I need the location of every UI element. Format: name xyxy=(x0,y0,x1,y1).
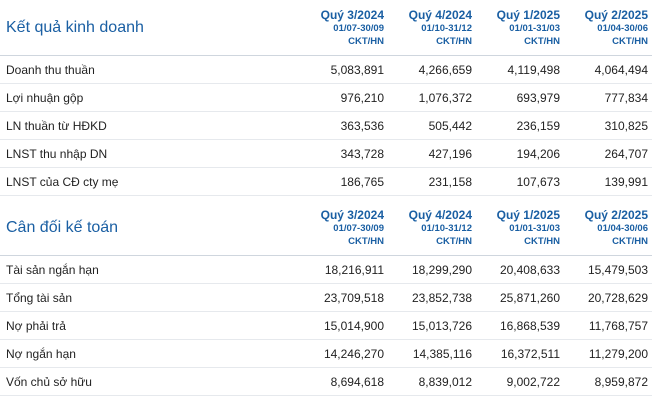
table-cell-value: 107,673 xyxy=(516,174,560,189)
table-cell-value: 14,246,270 xyxy=(323,346,384,361)
section-title: Kết quả kinh doanh xyxy=(6,18,144,36)
table-cell-value: 186,765 xyxy=(340,174,384,189)
table-cell-value: 4,064,494 xyxy=(594,62,648,77)
column-range: 01/04-30/06 xyxy=(597,23,648,34)
column-range: 01/04-30/06 xyxy=(597,223,648,234)
table-cell-value: 236,159 xyxy=(516,118,560,133)
column-header[interactable]: Quý 4/2024 01/10-31/12 CKT/HN xyxy=(388,0,476,55)
table-row: Lợi nhuận gộp 976,210 1,076,372 693,979 777,… xyxy=(0,84,652,112)
table-row: LN thuần từ HĐKD 363,536 505,442 236,159 310… xyxy=(0,112,652,140)
column-range: 01/01-31/03 xyxy=(509,223,560,234)
table-cell-value: 23,852,738 xyxy=(411,290,472,305)
column-unit: CKT/HN xyxy=(348,36,384,47)
table-cell-value: 427,196 xyxy=(428,146,472,161)
table-cell-value: 15,014,900 xyxy=(323,318,384,333)
column-quarter: Quý 3/2024 xyxy=(320,8,384,22)
column-range: 01/07-30/09 xyxy=(333,223,384,234)
table-cell-value: 8,839,012 xyxy=(418,374,472,389)
column-header[interactable]: Quý 3/2024 01/07-30/09 CKT/HN xyxy=(300,200,388,255)
row-label: LNST của CĐ cty mẹ xyxy=(6,174,119,189)
table-cell-value: 23,709,518 xyxy=(323,290,384,305)
column-unit: CKT/HN xyxy=(524,36,560,47)
row-label: Vốn chủ sở hữu xyxy=(6,374,92,389)
table-row: Tổng tài sản 23,709,518 23,852,738 25,871,2… xyxy=(0,284,652,312)
column-header[interactable]: Quý 1/2025 01/01-31/03 CKT/HN xyxy=(476,200,564,255)
column-quarter: Quý 4/2024 xyxy=(408,208,472,222)
table-cell-value: 25,871,260 xyxy=(499,290,560,305)
column-unit: CKT/HN xyxy=(348,236,384,247)
column-quarter: Quý 2/2025 xyxy=(584,208,648,222)
table-cell-value: 1,076,372 xyxy=(418,90,472,105)
table-cell-value: 16,372,511 xyxy=(500,346,560,361)
row-label: Tổng tài sản xyxy=(6,290,73,305)
table-cell-value: 14,385,116 xyxy=(412,346,472,361)
column-quarter: Quý 4/2024 xyxy=(408,8,472,22)
table-cell-value: 693,979 xyxy=(516,90,560,105)
section-title: Cân đối kế toán xyxy=(6,218,119,236)
table-cell-value: 139,991 xyxy=(604,174,648,189)
section-header: Kết quả kinh doanh Quý 3/2024 01/07-30/09 C… xyxy=(0,0,652,56)
row-label: Doanh thu thuần xyxy=(6,62,95,77)
column-unit: CKT/HN xyxy=(524,236,560,247)
table-cell-value: 976,210 xyxy=(340,90,384,105)
column-header[interactable]: Quý 2/2025 01/04-30/06 CKT/HN xyxy=(564,0,652,55)
column-header[interactable]: Quý 1/2025 01/01-31/03 CKT/HN xyxy=(476,0,564,55)
table-cell-value: 11,768,757 xyxy=(588,318,648,333)
column-range: 01/07-30/09 xyxy=(333,23,384,34)
column-range: 01/10-31/12 xyxy=(421,223,472,234)
row-label: Tài sản ngắn hạn xyxy=(6,262,99,277)
table-cell-value: 194,206 xyxy=(516,146,560,161)
column-unit: CKT/HN xyxy=(612,236,648,247)
column-header[interactable]: Quý 4/2024 01/10-31/12 CKT/HN xyxy=(388,200,476,255)
table-row: Tài sản ngắn hạn 18,216,911 18,299,290 20,4… xyxy=(0,256,652,284)
income-statement-section: Kết quả kinh doanh Quý 3/2024 01/07-30/09 C… xyxy=(0,0,652,196)
column-quarter: Quý 1/2025 xyxy=(496,8,560,22)
table-cell-value: 310,825 xyxy=(604,118,648,133)
column-range: 01/10-31/12 xyxy=(421,23,472,34)
column-header[interactable]: Quý 2/2025 01/04-30/06 CKT/HN xyxy=(564,200,652,255)
column-unit: CKT/HN xyxy=(436,236,472,247)
table-cell-value: 5,083,891 xyxy=(330,62,384,77)
table-cell-value: 4,266,659 xyxy=(418,62,472,77)
table-row: Doanh thu thuần 5,083,891 4,266,659 4,119,4… xyxy=(0,56,652,84)
table-cell-value: 505,442 xyxy=(428,118,472,133)
row-label: Nợ ngắn hạn xyxy=(6,346,76,361)
table-cell-value: 15,479,503 xyxy=(587,262,648,277)
table-row: Nợ phải trả 15,014,900 15,013,726 16,868,53… xyxy=(0,312,652,340)
table-row: Vốn chủ sở hữu 8,694,618 8,839,012 9,002,72… xyxy=(0,368,652,396)
balance-sheet-section: Cân đối kế toán Quý 3/2024 01/07-30/09 CKT/… xyxy=(0,200,652,396)
column-quarter: Quý 3/2024 xyxy=(320,208,384,222)
column-unit: CKT/HN xyxy=(436,36,472,47)
table-cell-value: 231,158 xyxy=(428,174,472,189)
row-label: LN thuần từ HĐKD xyxy=(6,118,107,133)
column-header[interactable]: Quý 3/2024 01/07-30/09 CKT/HN xyxy=(300,0,388,55)
table-cell-value: 343,728 xyxy=(340,146,384,161)
table-cell-value: 18,299,290 xyxy=(411,262,472,277)
table-cell-value: 4,119,498 xyxy=(507,62,561,77)
column-range: 01/01-31/03 xyxy=(509,23,560,34)
row-label: Nợ phải trả xyxy=(6,318,66,333)
table-cell-value: 15,013,726 xyxy=(411,318,472,333)
table-row: Nợ ngắn hạn 14,246,270 14,385,116 16,372,51… xyxy=(0,340,652,368)
section-header: Cân đối kế toán Quý 3/2024 01/07-30/09 CKT/… xyxy=(0,200,652,256)
table-cell-value: 9,002,722 xyxy=(506,374,560,389)
table-row: LNST thu nhập DN 343,728 427,196 194,206 264… xyxy=(0,140,652,168)
table-cell-value: 8,694,618 xyxy=(330,374,384,389)
table-row: LNST của CĐ cty mẹ 186,765 231,158 107,673 1… xyxy=(0,168,652,196)
table-cell-value: 363,536 xyxy=(340,118,384,133)
column-quarter: Quý 2/2025 xyxy=(584,8,648,22)
table-cell-value: 16,868,539 xyxy=(499,318,560,333)
table-cell-value: 777,834 xyxy=(604,90,648,105)
table-cell-value: 264,707 xyxy=(604,146,648,161)
table-cell-value: 11,279,200 xyxy=(588,346,648,361)
table-cell-value: 18,216,911 xyxy=(324,262,384,277)
row-label: LNST thu nhập DN xyxy=(6,146,108,161)
table-cell-value: 8,959,872 xyxy=(594,374,648,389)
row-label: Lợi nhuận gộp xyxy=(6,90,84,105)
table-cell-value: 20,728,629 xyxy=(587,290,648,305)
table-cell-value: 20,408,633 xyxy=(499,262,560,277)
column-unit: CKT/HN xyxy=(612,36,648,47)
column-quarter: Quý 1/2025 xyxy=(496,208,560,222)
